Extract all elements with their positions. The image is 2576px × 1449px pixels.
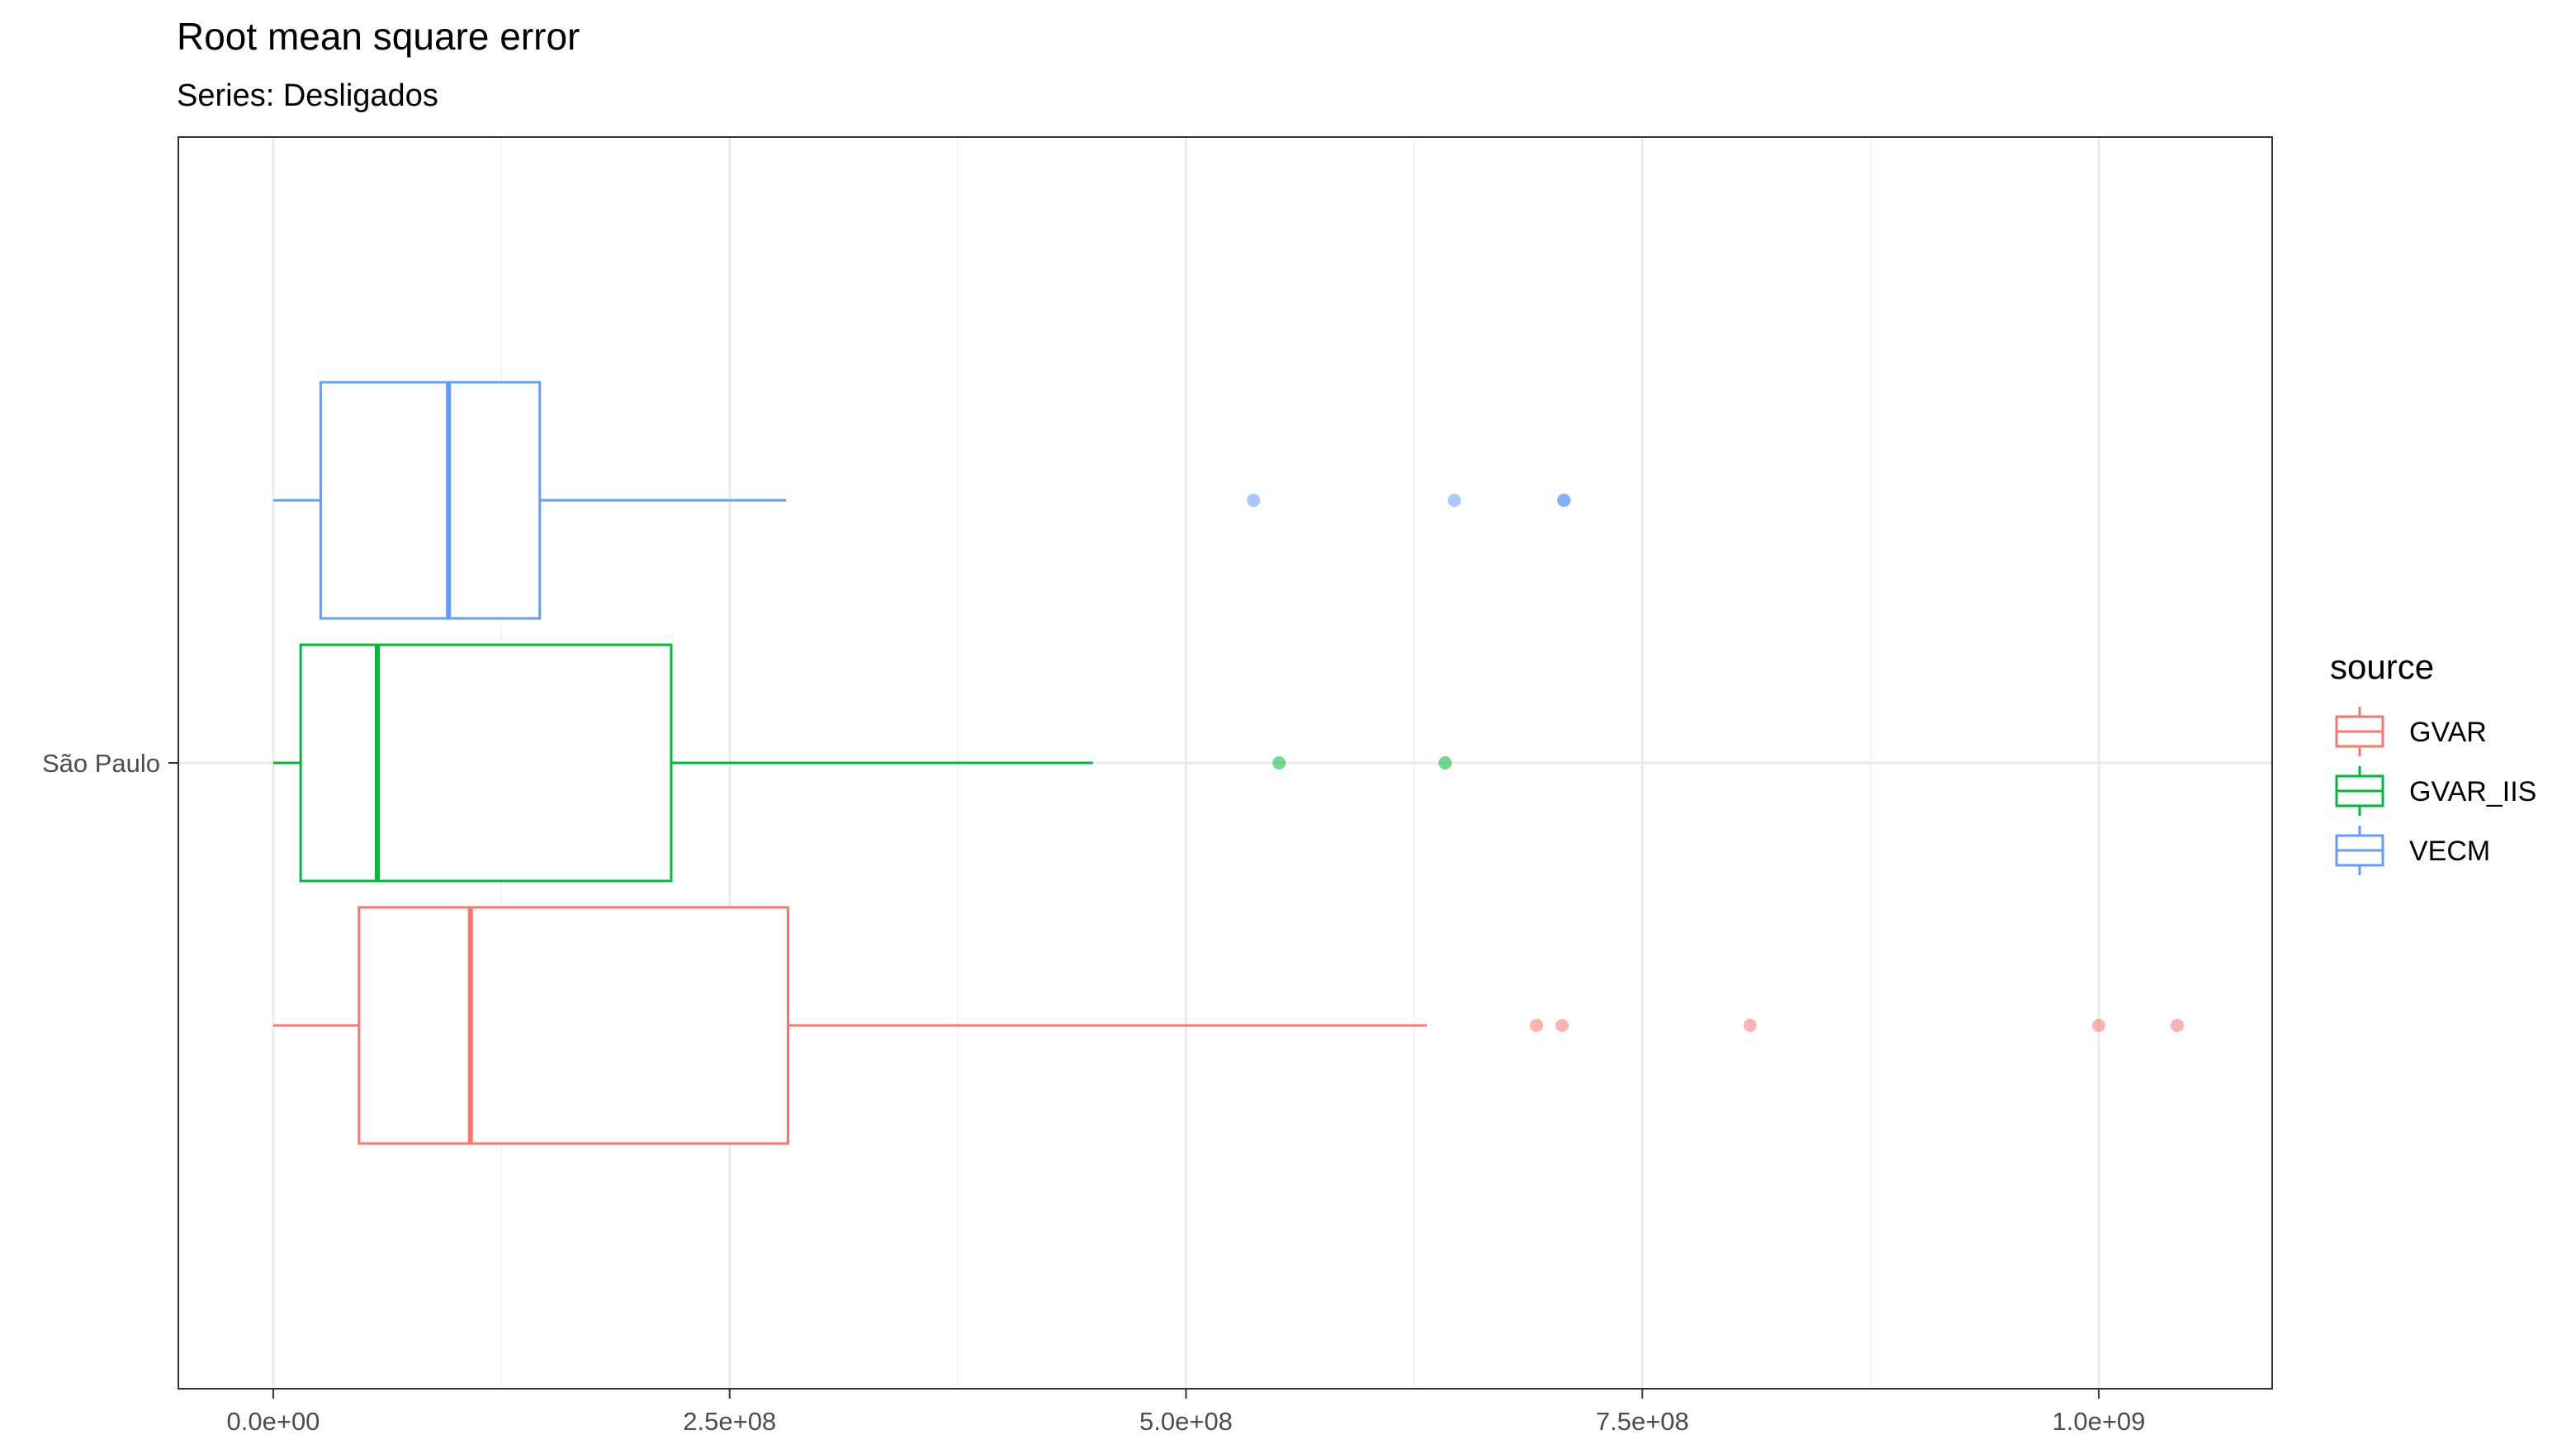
legend-item-gvar: GVAR — [2335, 707, 2487, 756]
axes: 0.0e+00 2.5e+08 5.0e+08 7.5e+08 1.0e+09 São P… — [42, 749, 2145, 1436]
legend-item-gvar-iis: GVAR_IIS — [2335, 766, 2536, 816]
x-tick-label: 7.5e+08 — [1596, 1407, 1689, 1436]
x-tick-label: 5.0e+08 — [1139, 1407, 1233, 1436]
plot-panel — [178, 136, 2273, 1390]
legend-label: GVAR_IIS — [2409, 776, 2536, 807]
legend-keys: GVAR GVAR_IIS VECM — [2335, 707, 2536, 875]
outlier-point — [2171, 1019, 2185, 1032]
outlier-point — [1529, 1019, 1543, 1032]
outlier-point — [1272, 756, 1286, 769]
box-vecm — [272, 381, 1571, 620]
legend-title: source — [2330, 647, 2434, 686]
y-tick-label: São Paulo — [42, 749, 160, 778]
legend-item-vecm: VECM — [2335, 826, 2490, 875]
x-tick-label: 1.0e+09 — [2052, 1407, 2145, 1436]
legend-label: VECM — [2409, 836, 2490, 867]
box-iqr — [358, 906, 789, 1145]
chart-title: Root mean square error — [177, 15, 580, 58]
outlier-point — [1743, 1019, 1757, 1032]
outlier-point — [1555, 1019, 1569, 1032]
legend-label: GVAR — [2409, 717, 2487, 748]
legend: source GVAR GVAR_IIS VECM — [2330, 647, 2536, 875]
outlier-point — [2091, 1019, 2105, 1032]
outlier-point — [1447, 494, 1461, 507]
outlier-point — [1438, 756, 1452, 769]
box-gvar-iis — [272, 643, 1452, 883]
x-tick-label: 0.0e+00 — [227, 1407, 320, 1436]
box-gvar — [272, 906, 2185, 1145]
x-tick-label: 2.5e+08 — [683, 1407, 776, 1436]
box-layer — [272, 381, 2185, 1145]
outlier-point — [1247, 494, 1261, 507]
outlier-point — [1557, 494, 1571, 507]
chart-subtitle: Series: Desligados — [177, 78, 438, 113]
box-iqr — [319, 381, 542, 620]
box-iqr — [299, 643, 673, 883]
